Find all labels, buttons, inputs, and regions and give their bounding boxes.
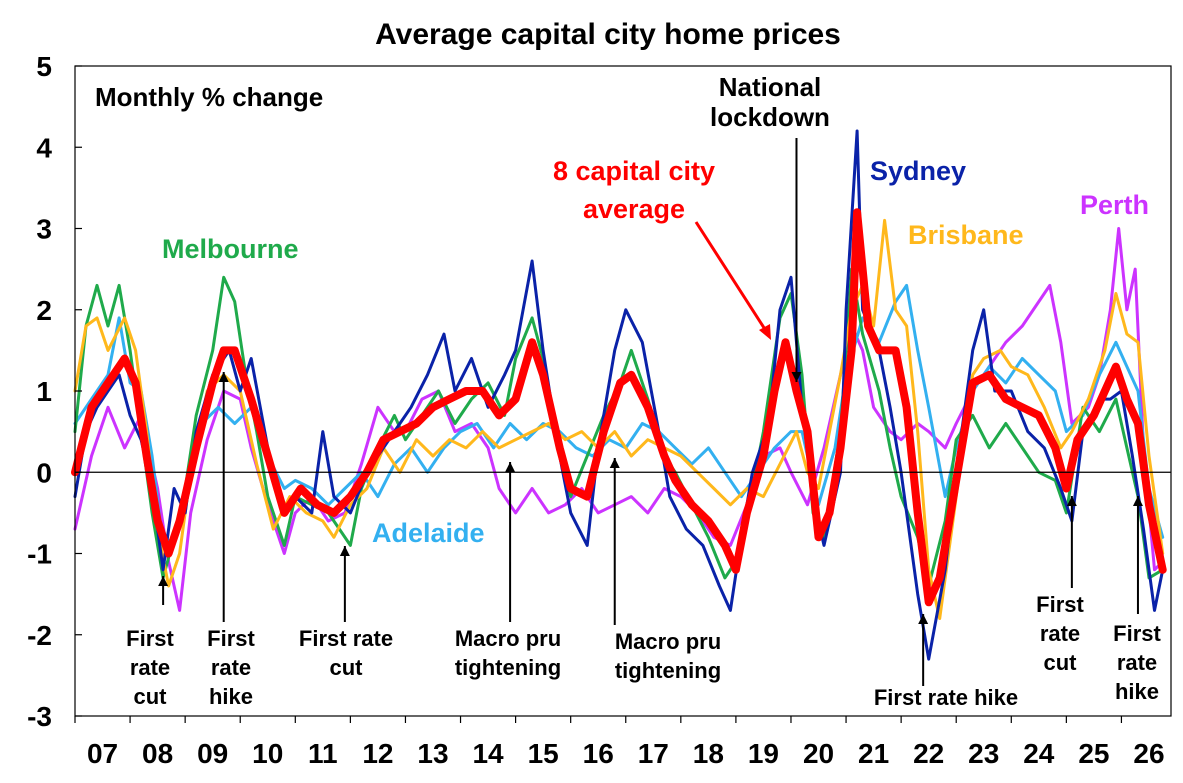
- annotation-arrowhead: [218, 372, 229, 382]
- x-tick-label: 22: [913, 738, 944, 769]
- annotation-text: lockdown: [710, 102, 830, 132]
- label-melbourne: Melbourne: [162, 234, 299, 264]
- label-brisbane: Brisbane: [908, 220, 1024, 250]
- x-tick-label: 18: [693, 738, 724, 769]
- annotation-4: Macro pru tightening: [609, 458, 721, 683]
- y-tick-label: 1: [36, 376, 52, 407]
- x-tick-label: 08: [142, 738, 173, 769]
- annotation-text: tightening: [455, 655, 561, 680]
- series-layer: [71, 129, 1167, 661]
- annotation-text: rate: [1117, 650, 1157, 675]
- annotation-text: cut: [1044, 650, 1078, 675]
- y-tick-label: -2: [27, 620, 52, 651]
- annotation-text: tightening: [615, 658, 721, 683]
- annotation-8: First rate hike: [1113, 496, 1162, 704]
- x-tick-label: 14: [472, 738, 504, 769]
- annotation-text: First: [207, 626, 255, 651]
- x-tick-label: 16: [583, 738, 614, 769]
- annotation-3: Macro pru tightening: [455, 462, 561, 680]
- label-avg-line2: average: [583, 194, 685, 224]
- y-tick-label: 0: [36, 457, 52, 488]
- annotation-text: National: [719, 72, 822, 102]
- annotation-arrowhead: [505, 462, 516, 472]
- x-tick-label: 12: [362, 738, 393, 769]
- x-tick-label: 17: [638, 738, 669, 769]
- chart-title: Average capital city home prices: [375, 18, 841, 51]
- x-tick-label: 15: [528, 738, 559, 769]
- annotation-arrowhead: [791, 372, 802, 382]
- annotation-text: hike: [1115, 679, 1159, 704]
- annotation-text: First rate: [299, 626, 393, 651]
- x-tick-label: 20: [803, 738, 834, 769]
- x-tick-label: 26: [1133, 738, 1164, 769]
- annotation-2: First rate cut: [299, 546, 393, 680]
- annotation-arrowhead: [1132, 496, 1143, 506]
- label-avg-line1: 8 capital city: [553, 156, 715, 186]
- y-tick-label: 2: [36, 295, 52, 326]
- annotation-text: hike: [209, 684, 253, 709]
- x-tick-label: 11: [308, 738, 338, 769]
- avg-label-arrowhead: [759, 324, 771, 340]
- label-sydney: Sydney: [870, 156, 966, 186]
- annotation-0: First rate cut: [126, 576, 175, 709]
- annotation-7: First rate cut: [1036, 496, 1085, 675]
- y-tick-label: 5: [36, 51, 52, 82]
- annotation-arrowhead: [918, 614, 929, 624]
- annotation-text: cut: [330, 655, 364, 680]
- annotation-arrowhead: [1066, 496, 1077, 506]
- x-tick-label: 21: [858, 738, 889, 769]
- annotation-text: First rate hike: [874, 685, 1018, 710]
- x-tick-label: 13: [417, 738, 448, 769]
- annotation-layer: First rate cut First rate hike First rate cut Ma…: [126, 72, 1161, 710]
- label-adelaide: Adelaide: [372, 518, 485, 548]
- y-tick-label: -3: [27, 701, 52, 732]
- annotation-1: First rate hike: [207, 372, 256, 709]
- series-line-2: [73, 267, 1165, 588]
- x-tick-label: 07: [87, 738, 118, 769]
- annotation-arrowhead: [158, 576, 169, 586]
- series-line-5: [71, 208, 1167, 607]
- annotation-text: cut: [134, 684, 168, 709]
- annotation-text: rate: [1040, 621, 1080, 646]
- x-tick-label: 19: [748, 738, 779, 769]
- y-tick-label: 4: [36, 132, 52, 163]
- x-tick-label: 09: [197, 738, 228, 769]
- annotation-text: rate: [130, 655, 170, 680]
- annotation-arrowhead: [609, 458, 620, 468]
- annotation-text: rate: [211, 655, 251, 680]
- annotation-6: First rate hike: [874, 614, 1018, 710]
- annotation-text: First: [1036, 592, 1084, 617]
- chart-subtitle: Monthly % change: [95, 82, 323, 112]
- y-tick-label: -1: [27, 539, 52, 570]
- annotation-text: Macro pru: [455, 626, 561, 651]
- y-tick-label: 3: [36, 214, 52, 245]
- x-tick-label: 25: [1078, 738, 1109, 769]
- annotation-text: First: [126, 626, 174, 651]
- x-tick-label: 24: [1023, 738, 1055, 769]
- x-tick-label: 10: [252, 738, 283, 769]
- avg-label-arrow: [694, 221, 770, 335]
- label-perth: Perth: [1080, 190, 1149, 220]
- series-line-4: [73, 129, 1165, 661]
- x-tick-label: 23: [968, 738, 999, 769]
- annotation-text: First: [1113, 621, 1161, 646]
- annotation-text: Macro pru: [615, 629, 721, 654]
- annotation-arrowhead: [339, 546, 350, 556]
